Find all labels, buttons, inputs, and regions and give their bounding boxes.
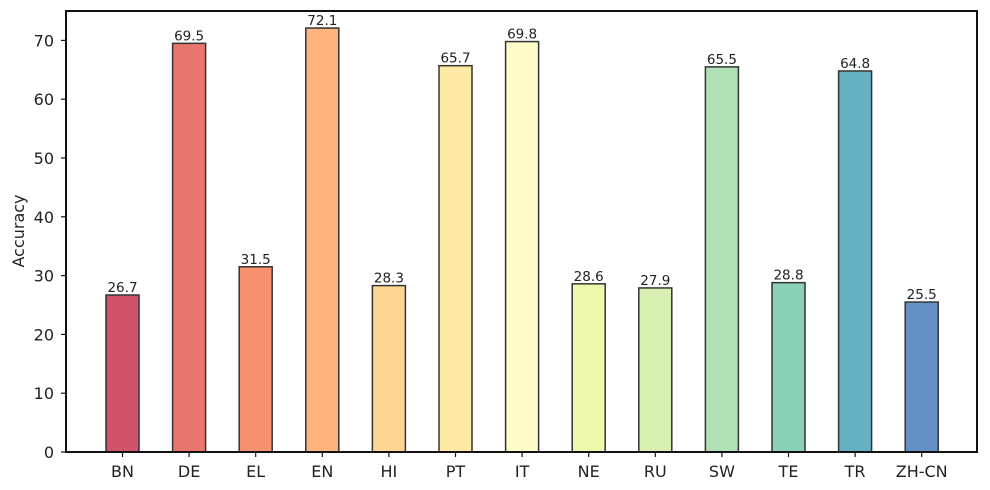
x-axis-ticks: BN DE EL EN HI PT IT NE RU SW TE TR ZH-CN	[111, 452, 948, 481]
y-tick-label: 60	[34, 90, 54, 109]
y-tick-label: 40	[34, 208, 54, 227]
y-axis-label: Accuracy	[9, 194, 28, 267]
x-tick-label-ne: NE	[578, 462, 600, 481]
y-tick-label: 50	[34, 149, 54, 168]
bar-sw	[704, 66, 740, 453]
bar-tr	[837, 70, 873, 453]
bar-zh-cn	[904, 301, 939, 453]
y-tick-label: 20	[34, 325, 54, 344]
bar-bn	[105, 294, 140, 453]
bar-data-labels: 26.7 69.5 31.5 72.1 28.3 65.7 69.8 28.6 27.9 65.5…	[107, 13, 936, 303]
x-tick-label-te: TE	[778, 462, 799, 481]
x-tick-label-sw: SW	[709, 462, 735, 481]
data-label-ne: 28.6	[574, 269, 604, 285]
bar-de	[171, 42, 207, 453]
bar-en	[305, 27, 340, 453]
x-tick-label-de: DE	[178, 462, 200, 481]
x-tick-label-pt: PT	[446, 462, 466, 481]
x-tick-label-ru: RU	[644, 462, 667, 481]
bar-hi	[371, 284, 407, 453]
bar-te	[771, 281, 806, 453]
x-tick-label-hi: HI	[381, 462, 398, 481]
y-tick-label: 10	[34, 384, 54, 403]
data-label-hi: 28.3	[374, 271, 404, 287]
bar-it	[504, 40, 540, 453]
bar-el	[238, 266, 273, 453]
x-tick-label-en: EN	[311, 462, 333, 481]
plot-frame	[65, 10, 978, 453]
data-label-el: 31.5	[241, 252, 271, 268]
bar-series	[105, 27, 939, 453]
data-label-sw: 65.5	[707, 52, 737, 68]
data-label-te: 28.8	[773, 268, 803, 284]
y-tick-label: 70	[34, 31, 54, 50]
bar-pt	[438, 64, 473, 453]
x-tick-label-bn: BN	[111, 462, 134, 481]
bar-ne	[571, 283, 606, 453]
x-tick-label-tr: TR	[844, 462, 866, 481]
bar-ru	[638, 287, 673, 453]
y-tick-label: 0	[44, 443, 54, 462]
data-label-zh-cn: 25.5	[907, 287, 937, 303]
data-label-it: 69.8	[507, 27, 537, 43]
x-tick-label-it: IT	[515, 462, 530, 481]
y-tick-label: 30	[34, 267, 54, 286]
data-label-pt: 65.7	[440, 51, 470, 67]
data-label-bn: 26.7	[107, 280, 137, 296]
data-label-tr: 64.8	[840, 56, 870, 72]
data-label-de: 69.5	[174, 28, 204, 44]
x-tick-label-el: EL	[246, 462, 265, 481]
data-label-ru: 27.9	[640, 273, 670, 289]
data-label-en: 72.1	[307, 13, 337, 29]
y-axis-ticks: 0 10 20 30 40 50 60 70	[34, 31, 66, 462]
x-tick-label-zh-cn: ZH-CN	[896, 462, 948, 481]
